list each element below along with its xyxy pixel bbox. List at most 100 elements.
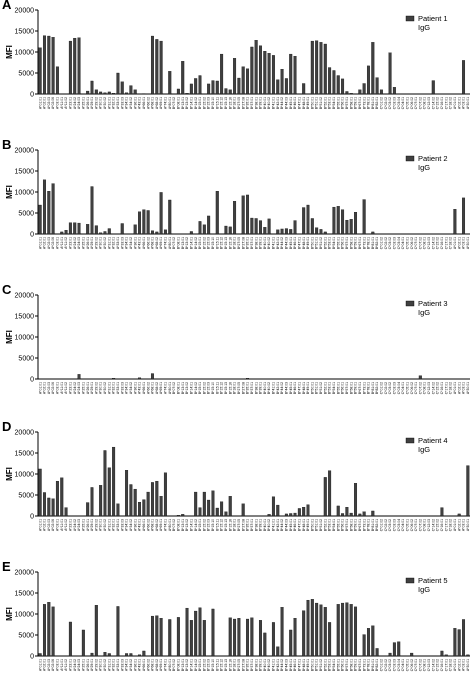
- x-tick-label: A*30:01: [99, 97, 103, 109]
- x-tick-label: A*02:01: [43, 237, 47, 249]
- x-tick-label: B*07:02: [172, 659, 176, 671]
- y-tick-label: 15000: [15, 314, 35, 321]
- bar: [55, 66, 59, 95]
- x-tick-label: B*13:01: [181, 659, 185, 671]
- x-tick-label: B*42:01: [276, 97, 280, 109]
- bar: [258, 45, 262, 95]
- bar: [215, 191, 219, 235]
- x-tick-label: B*44:02: [280, 519, 284, 531]
- x-tick-label: C*12:03: [427, 659, 431, 671]
- bar: [457, 513, 461, 517]
- bar: [371, 231, 375, 235]
- x-tick-label: B*13:01: [181, 237, 185, 249]
- bar: [310, 40, 314, 95]
- x-tick-label: B*58:01: [349, 519, 353, 531]
- bar: [51, 498, 55, 517]
- legend-label: Patient 5: [418, 576, 448, 585]
- bar: [103, 92, 107, 95]
- bar: [129, 653, 133, 657]
- x-tick-label: B*53:01: [328, 382, 332, 394]
- bar: [181, 61, 185, 95]
- x-tick-label: A*66:02: [146, 519, 150, 531]
- x-tick-label: A*80:01: [168, 382, 172, 394]
- x-tick-label: A*24:02: [73, 97, 77, 109]
- x-tick-label: B*53:01: [328, 97, 332, 109]
- bar: [99, 485, 103, 517]
- bar: [103, 450, 107, 517]
- x-tick-label: B*18:01: [233, 237, 237, 249]
- bar: [319, 229, 323, 235]
- x-tick-label: B*51:02: [319, 237, 323, 249]
- x-tick-label: B*82:01: [375, 659, 379, 671]
- bar: [362, 634, 366, 657]
- x-tick-label: A*25:01: [81, 519, 85, 531]
- bar: [142, 499, 146, 517]
- bar: [202, 491, 206, 517]
- bar: [241, 503, 245, 517]
- legend-label: Patient 1: [418, 14, 448, 23]
- bar: [103, 652, 107, 657]
- x-tick-label: A*29:01: [90, 519, 94, 531]
- x-tick-label: C*07:02: [418, 237, 422, 249]
- x-tick-label: A*30:01: [466, 382, 470, 394]
- bar: [155, 39, 159, 95]
- x-tick-label: C*05:01: [405, 97, 409, 109]
- x-tick-label: A*02:01: [43, 97, 47, 109]
- bar: [94, 225, 98, 235]
- x-tick-label: C*12:03: [427, 237, 431, 249]
- x-tick-label: B*18:01: [233, 382, 237, 394]
- bar: [224, 511, 228, 517]
- x-tick-label: A*80:01: [168, 659, 172, 671]
- bar: [228, 496, 232, 517]
- x-tick-label: B*48:01: [302, 519, 306, 531]
- x-tick-label: B*44:03: [284, 659, 288, 671]
- x-tick-label: C*15:02: [436, 382, 440, 394]
- y-tick-label: 20000: [15, 430, 35, 437]
- x-tick-label: A*23:01: [68, 659, 72, 671]
- bar: [155, 231, 159, 235]
- x-tick-label: B*47:01: [297, 519, 301, 531]
- x-tick-label: B*39:01: [259, 519, 263, 531]
- bar: [77, 222, 81, 235]
- legend-swatch: [405, 15, 415, 22]
- x-tick-label: A*66:01: [142, 659, 146, 671]
- bar: [159, 618, 163, 657]
- x-tick-label: A*34:02: [129, 97, 133, 109]
- bar: [185, 93, 189, 95]
- bar: [47, 191, 51, 235]
- x-tick-label: B*15:16: [228, 237, 232, 249]
- bar: [94, 605, 98, 657]
- y-tick-label: 5000: [18, 71, 34, 78]
- x-tick-label: A*34:02: [129, 519, 133, 531]
- x-tick-label: C*14:02: [431, 97, 435, 109]
- x-tick-label: B*59:01: [354, 382, 358, 394]
- x-tick-label: A*68:02: [155, 659, 159, 671]
- legend-sublabel: IgG: [418, 585, 430, 594]
- bar: [466, 465, 470, 517]
- bar: [224, 88, 228, 95]
- bar: [112, 93, 116, 95]
- x-tick-label: A*30:01: [99, 382, 103, 394]
- x-tick-label: B*47:01: [297, 237, 301, 249]
- x-tick-label: B*15:10: [211, 519, 215, 531]
- bar: [431, 80, 435, 95]
- x-tick-label: A*29:02: [94, 237, 98, 249]
- x-tick-label: B*41:01: [272, 237, 276, 249]
- bar: [112, 378, 116, 380]
- x-tick-label: B*15:01: [198, 382, 202, 394]
- bar: [341, 513, 345, 517]
- y-tick-label: 10000: [15, 612, 35, 619]
- bar: [42, 492, 46, 517]
- x-tick-label: C*14:02: [431, 659, 435, 671]
- x-tick-label: B*15:10: [211, 659, 215, 671]
- x-tick-label: A*03:01: [56, 97, 60, 109]
- x-tick-label: B*54:01: [332, 382, 336, 394]
- bar: [51, 183, 55, 235]
- bar: [211, 608, 215, 657]
- x-tick-label: A*66:01: [142, 519, 146, 531]
- x-tick-label: A*36:01: [133, 519, 137, 531]
- x-tick-label: B*57:01: [345, 659, 349, 671]
- x-tick-label: A*01:01: [453, 519, 457, 531]
- y-tick-label: 5000: [18, 356, 34, 363]
- x-tick-label: B*51:01: [315, 97, 319, 109]
